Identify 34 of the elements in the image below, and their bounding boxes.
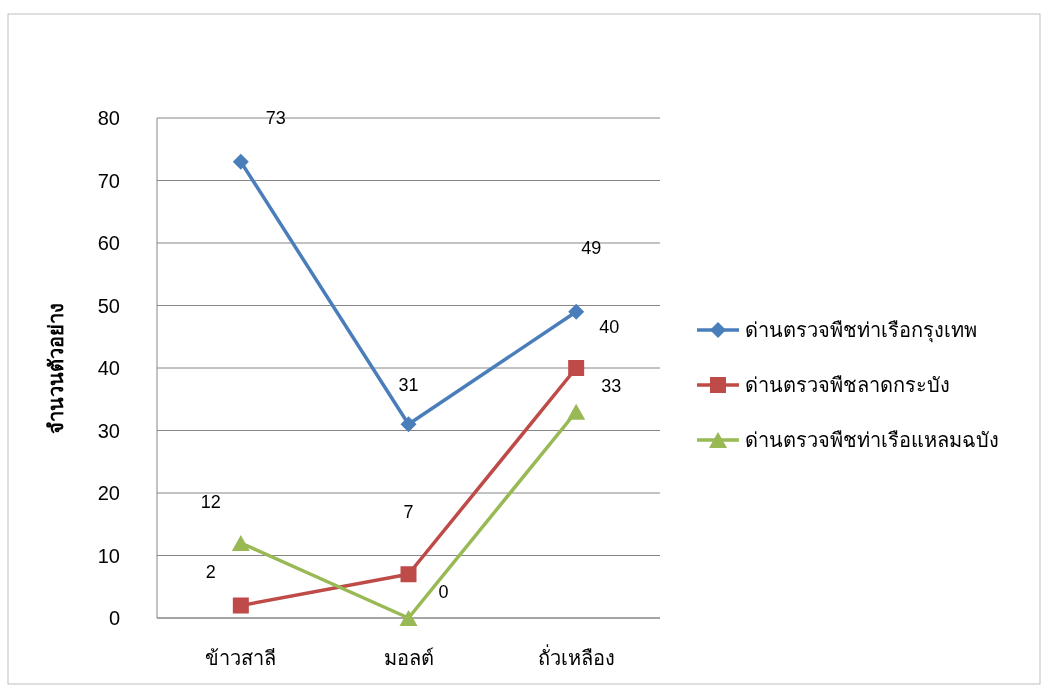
y-tick-label: 70 xyxy=(97,169,120,192)
data-label: 2 xyxy=(205,561,216,582)
data-label: 12 xyxy=(200,492,221,512)
legend-label: ด่านตรวจพืชลาดกระบัง xyxy=(745,374,950,396)
data-label: 49 xyxy=(581,237,602,258)
x-tick-label: ข้าวสาลี xyxy=(205,647,277,669)
point xyxy=(400,416,417,433)
y-tick-label: 20 xyxy=(97,482,120,504)
point xyxy=(232,153,249,170)
y-tick-label: 40 xyxy=(97,357,120,379)
point xyxy=(399,610,418,626)
point xyxy=(568,303,585,320)
point xyxy=(568,360,585,376)
point xyxy=(232,597,249,614)
point xyxy=(400,566,417,583)
data-label: 33 xyxy=(601,375,622,396)
data-label: 7 xyxy=(403,502,414,523)
y-tick-label: 80 xyxy=(97,107,120,129)
y-axis-title: จำนวนตัวอย่าง xyxy=(45,302,67,434)
point xyxy=(231,535,250,551)
y-tick-label: 30 xyxy=(97,419,120,442)
y-tick-label: 0 xyxy=(108,607,120,629)
x-tick-label: มอลต์ xyxy=(383,647,434,669)
data-label: 31 xyxy=(398,375,419,396)
y-tick-label: 60 xyxy=(97,232,120,254)
y-tick-label: 50 xyxy=(97,294,120,317)
legend-label: ด่านตรวจพืชท่าเรือแหลมฉบัง xyxy=(745,429,999,451)
y-tick-label: 10 xyxy=(97,544,120,567)
x-tick-label: ถั่วเหลือง xyxy=(537,644,615,669)
legend-label: ด่านตรวจพืชท่าเรือกรุงเทพ xyxy=(745,319,977,343)
data-label: 73 xyxy=(265,107,286,128)
data-label: 0 xyxy=(438,582,449,602)
data-label: 40 xyxy=(599,317,620,337)
point xyxy=(567,403,586,420)
